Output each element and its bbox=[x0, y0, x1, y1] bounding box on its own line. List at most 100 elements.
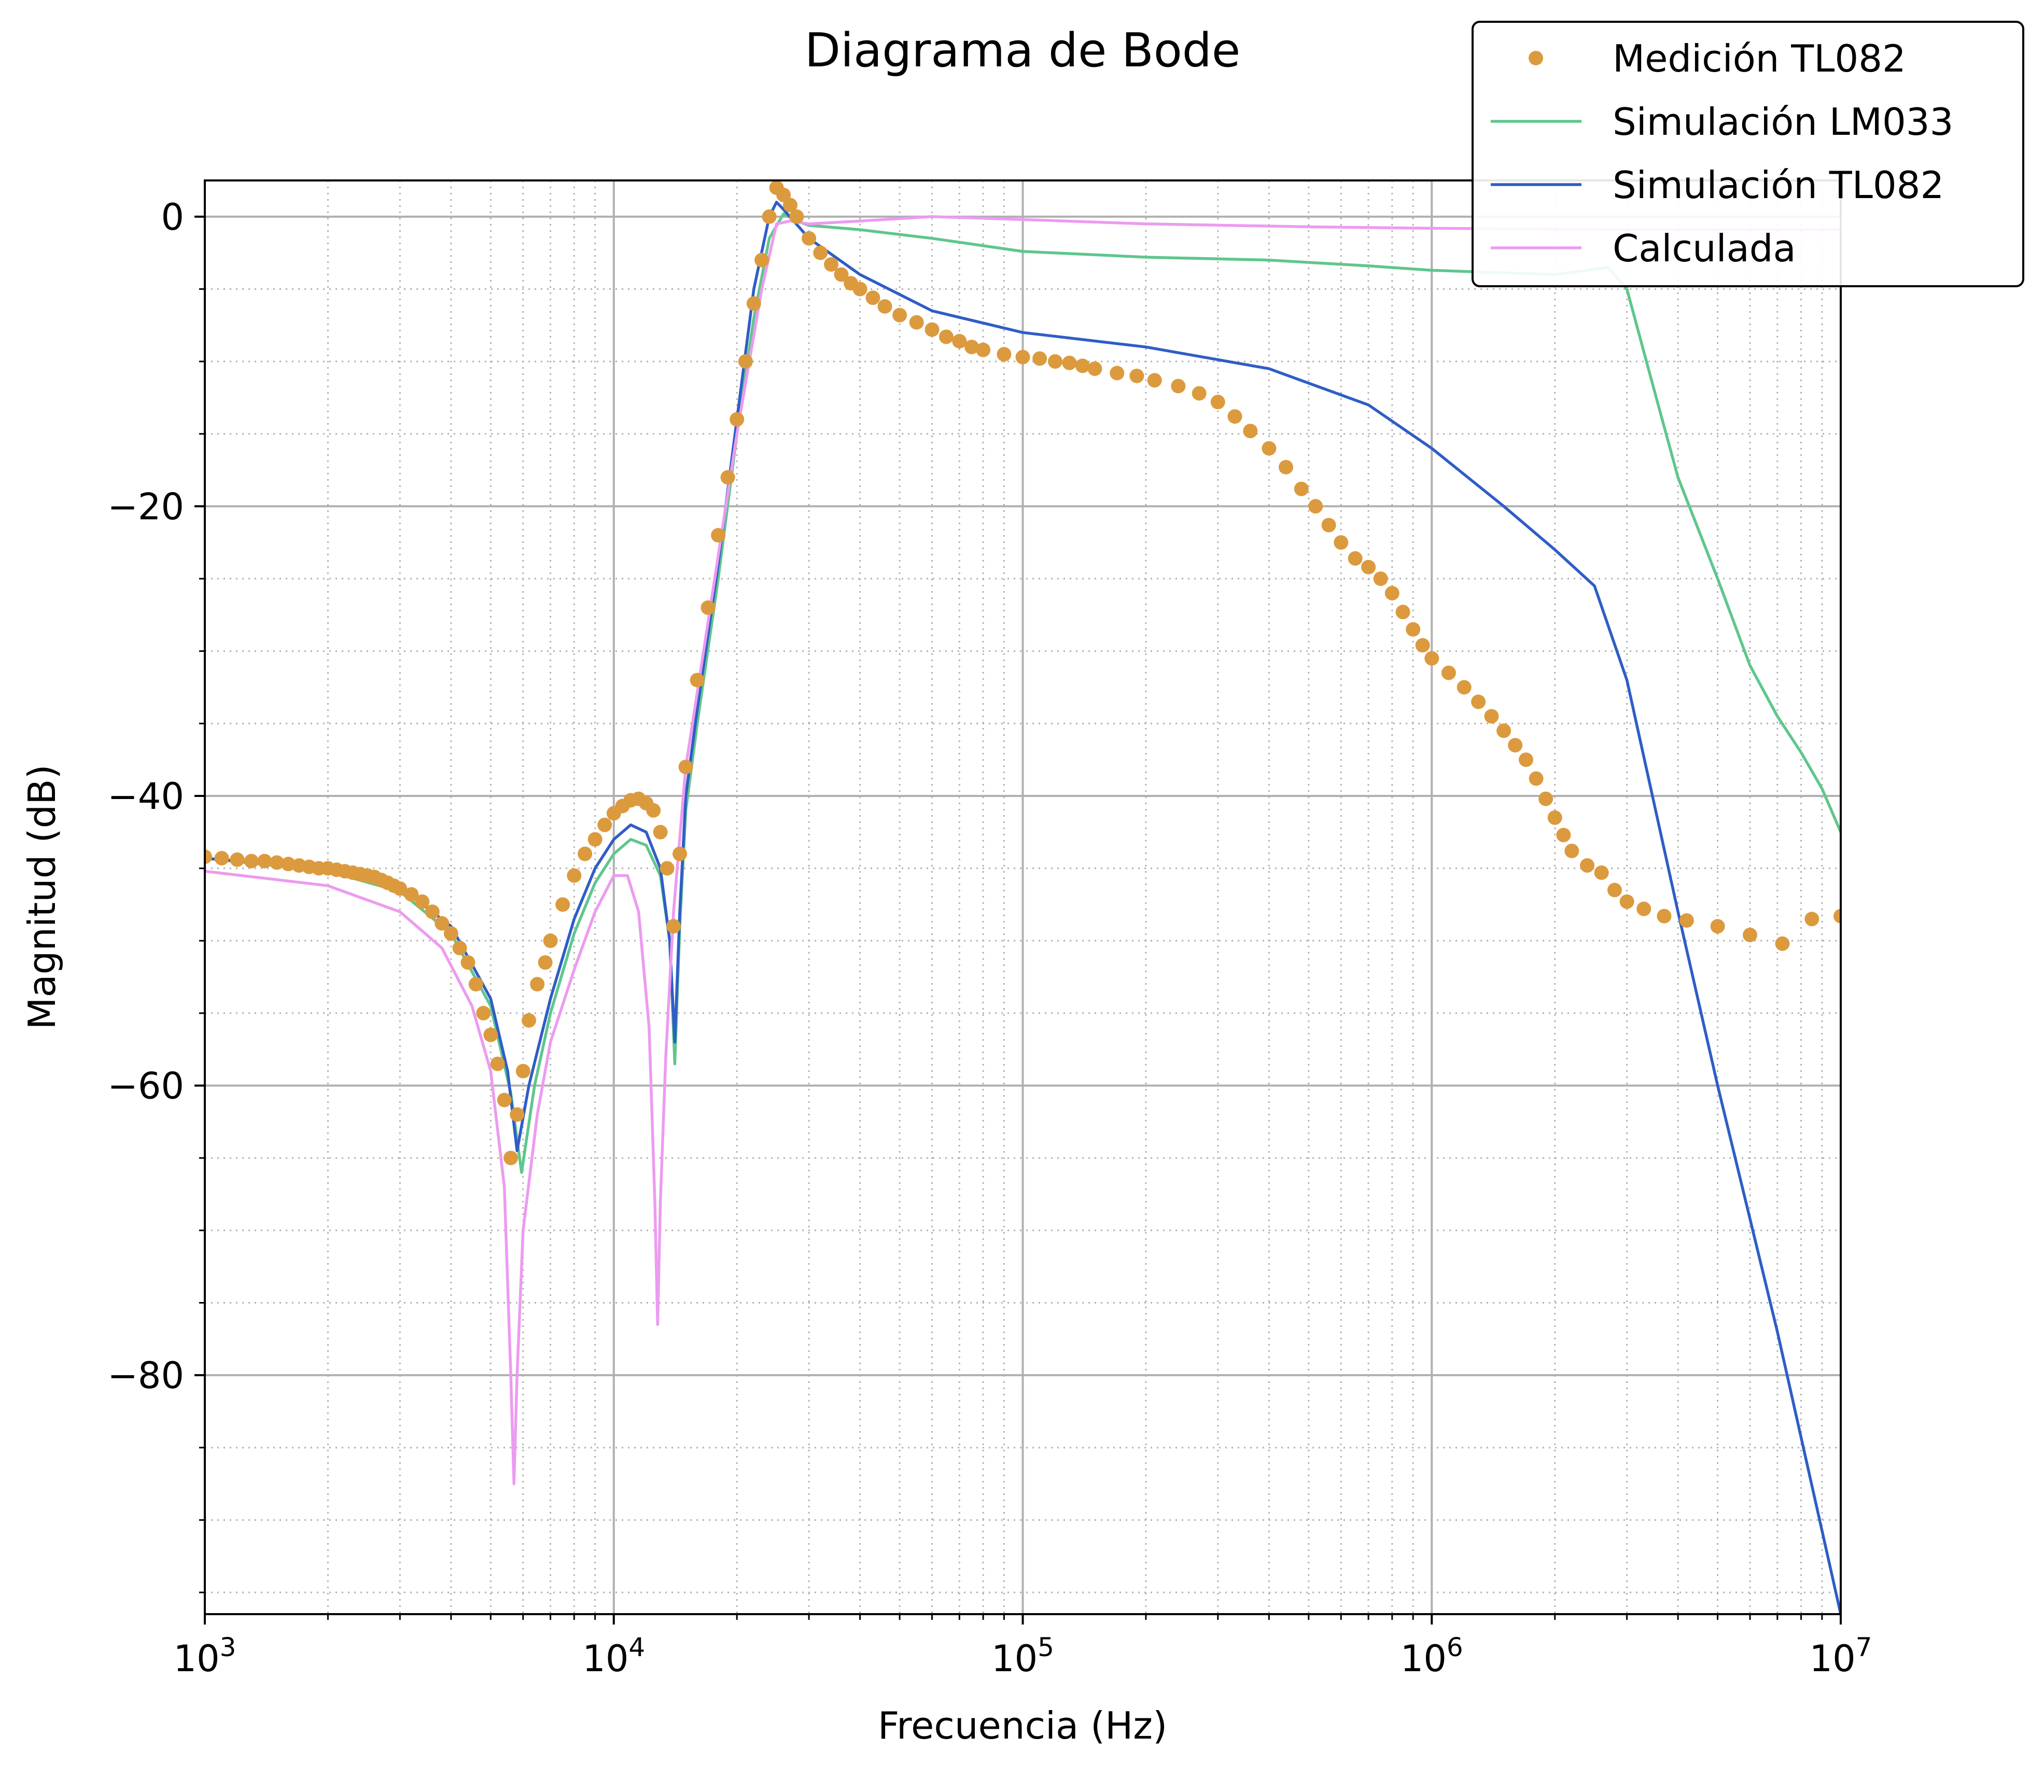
measurement-point bbox=[1171, 379, 1186, 394]
measurement-point bbox=[1424, 651, 1439, 666]
measurement-point bbox=[730, 412, 745, 427]
measurement-point bbox=[404, 887, 419, 902]
measurement-point bbox=[543, 933, 558, 948]
series-line-calculada bbox=[205, 215, 1841, 1486]
measurement-point bbox=[1087, 361, 1102, 376]
measurement-point bbox=[711, 528, 726, 543]
measurement-point bbox=[1636, 901, 1651, 916]
measurement-point bbox=[1406, 622, 1421, 637]
measurement-point bbox=[1294, 481, 1309, 496]
measurement-point bbox=[813, 245, 828, 260]
measurement-point bbox=[476, 1005, 491, 1020]
measurement-point bbox=[555, 897, 570, 912]
measurement-point bbox=[738, 354, 753, 369]
measurement-point bbox=[1804, 912, 1819, 927]
measurement-point bbox=[435, 916, 450, 931]
measurement-point bbox=[415, 894, 430, 909]
y-tick-label: −80 bbox=[107, 1354, 184, 1397]
measurement-point bbox=[538, 955, 553, 970]
measurement-point bbox=[1471, 694, 1486, 709]
measurement-point bbox=[1556, 828, 1571, 843]
measurement-point bbox=[997, 347, 1012, 362]
measurement-point bbox=[530, 977, 545, 992]
x-tick-label: 106 bbox=[1401, 1632, 1463, 1680]
measurement-point bbox=[490, 1056, 505, 1071]
measurement-point bbox=[1279, 460, 1293, 474]
legend-label: Medición TL082 bbox=[1613, 37, 1906, 80]
measurement-point bbox=[1538, 791, 1553, 806]
measurement-point bbox=[1833, 908, 1841, 923]
measurement-point bbox=[1395, 605, 1410, 620]
measurement-point bbox=[393, 881, 408, 896]
measurement-point bbox=[653, 824, 668, 839]
measurement-point bbox=[257, 853, 272, 869]
measurement-point bbox=[865, 290, 880, 305]
measurement-point bbox=[567, 868, 582, 883]
measurement-point bbox=[701, 600, 716, 615]
measurement-point bbox=[1775, 936, 1790, 951]
measurement-point bbox=[522, 1013, 536, 1028]
measurement-point bbox=[789, 209, 804, 224]
measurement-point bbox=[1373, 571, 1388, 586]
measurement-point bbox=[1679, 913, 1694, 928]
x-tick-label: 107 bbox=[1810, 1632, 1872, 1680]
measurement-point bbox=[1348, 551, 1363, 566]
measurement-point bbox=[892, 307, 907, 323]
measurement-point bbox=[1062, 355, 1077, 370]
measurement-point bbox=[1594, 865, 1609, 880]
measurement-point bbox=[1484, 709, 1499, 724]
measurement-point bbox=[678, 760, 693, 775]
measurement-point bbox=[483, 1027, 498, 1042]
measurement-point bbox=[1529, 771, 1544, 786]
chart-title: Diagrama de Bode bbox=[805, 23, 1241, 78]
legend-frame bbox=[1472, 21, 2024, 287]
legend: Medición TL082 Simulación LM033 Simulación… bbox=[1472, 21, 2024, 287]
measurement-point bbox=[720, 470, 735, 485]
measurement-point bbox=[597, 817, 612, 832]
measurement-point bbox=[497, 1093, 512, 1108]
legend-label: Simulación LM033 bbox=[1613, 100, 1953, 144]
measurement-point bbox=[852, 282, 867, 297]
measurement-point bbox=[1048, 354, 1062, 369]
series-line-simulaci-n-lm033 bbox=[205, 212, 1841, 1174]
measurement-point bbox=[1441, 665, 1456, 680]
legend-label: Simulación TL082 bbox=[1613, 163, 1944, 207]
measurement-point bbox=[834, 267, 849, 282]
y-tick-label: −20 bbox=[107, 485, 184, 528]
measurement-point bbox=[1564, 844, 1579, 859]
measurement-point bbox=[1657, 908, 1672, 923]
measurement-point bbox=[244, 853, 259, 869]
measurement-point bbox=[646, 803, 661, 818]
measurement-point bbox=[1227, 409, 1242, 424]
measurement-point bbox=[877, 299, 892, 314]
measurement-point bbox=[909, 315, 924, 330]
measurement-point bbox=[746, 296, 761, 311]
y-axis-label: Magnitud (dB) bbox=[20, 764, 64, 1029]
measurement-point bbox=[1075, 358, 1090, 373]
measurement-point bbox=[443, 926, 458, 941]
measurement-point bbox=[425, 904, 440, 919]
x-tick-label: 104 bbox=[582, 1632, 645, 1680]
measurement-point bbox=[939, 329, 954, 344]
measurement-point bbox=[503, 1151, 519, 1166]
measurement-point bbox=[1243, 424, 1258, 439]
measurement-point bbox=[1015, 349, 1030, 365]
x-tick-label: 103 bbox=[174, 1632, 236, 1680]
measurement-point bbox=[754, 253, 769, 268]
measurement-point bbox=[468, 977, 483, 992]
x-axis-label: Frecuencia (Hz) bbox=[878, 1704, 1167, 1747]
measurement-point bbox=[925, 322, 940, 337]
measurement-point bbox=[515, 1063, 530, 1079]
measurement-point bbox=[976, 342, 991, 357]
measurement-point bbox=[1415, 638, 1430, 653]
measurement-point bbox=[1361, 559, 1376, 575]
measurement-point bbox=[214, 851, 229, 866]
measurement-point bbox=[1308, 499, 1323, 514]
measurement-point bbox=[1262, 441, 1277, 456]
measurement-point bbox=[1619, 894, 1634, 909]
legend-label: Calculada bbox=[1613, 227, 1796, 270]
y-tick-label: −40 bbox=[107, 775, 184, 818]
measurement-point bbox=[281, 857, 296, 872]
measurement-point bbox=[460, 955, 475, 970]
